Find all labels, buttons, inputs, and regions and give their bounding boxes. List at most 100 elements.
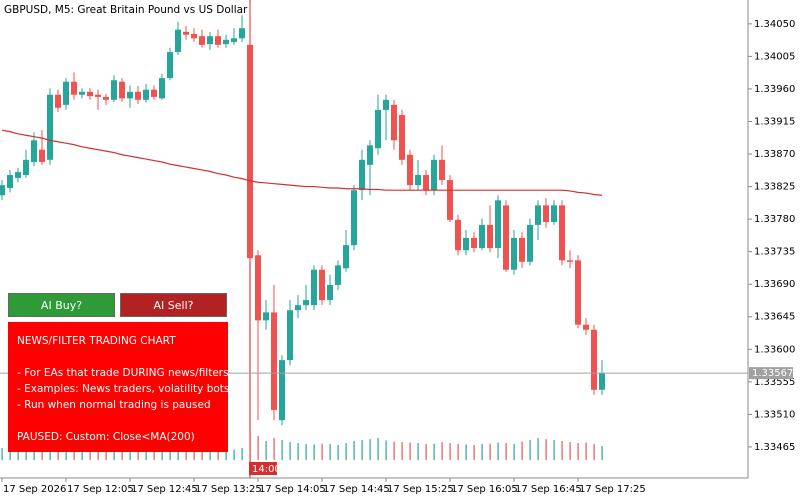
volume-bar — [305, 444, 307, 460]
candle-body — [295, 305, 301, 311]
y-tick-label: 1.34005 — [754, 51, 795, 62]
candle-body — [191, 33, 197, 39]
candle-body — [343, 245, 349, 269]
volume-bar — [113, 449, 115, 460]
candle-body — [287, 310, 293, 361]
candle-body — [263, 312, 269, 321]
y-tick-label: 1.33825 — [754, 182, 795, 193]
candle-body — [303, 300, 309, 306]
candle-body — [215, 36, 221, 45]
volume-bar — [129, 449, 131, 460]
candle-body — [63, 81, 69, 105]
volume-bar — [377, 438, 379, 460]
y-tick-label: 1.33735 — [754, 247, 795, 258]
volume-bar — [233, 449, 235, 460]
chart-title: GBPUSD, M5: Great Britain Pound vs US Do… — [4, 4, 248, 16]
volume-bar — [505, 443, 507, 460]
candle-body — [55, 94, 61, 108]
volume-bar — [193, 449, 195, 460]
candle-body — [127, 91, 133, 99]
candle-body — [151, 89, 157, 97]
candle-body — [583, 324, 589, 330]
x-tick-label: 17 Sep 17:25 — [579, 484, 646, 495]
candle-body — [23, 159, 29, 176]
candle-body — [375, 109, 381, 149]
candle-body — [279, 360, 285, 421]
candle-body — [559, 205, 565, 261]
candle-body — [79, 91, 85, 95]
volume-bar — [177, 447, 179, 460]
volume-bar — [425, 444, 427, 460]
volume-bar — [537, 438, 539, 460]
volume-bar — [169, 447, 171, 460]
y-tick-label: 1.33915 — [754, 116, 795, 127]
candle-body — [399, 114, 405, 160]
ai-sell-button[interactable]: AI Sell? — [120, 293, 227, 317]
volume-bar — [553, 440, 555, 460]
x-tick-label: 17 Sep 13:25 — [195, 484, 262, 495]
candle-body — [511, 237, 517, 270]
candle-body — [207, 36, 213, 45]
volume-bar — [337, 445, 339, 460]
volume-bar — [433, 443, 435, 460]
volume-bar — [473, 445, 475, 460]
panel-status: PAUSED: Custom: Close<MA(200) — [17, 431, 195, 443]
volume-bar — [481, 444, 483, 460]
volume-bar — [545, 439, 547, 460]
candle-body — [175, 29, 181, 53]
volume-bar — [449, 443, 451, 460]
volume-bar — [497, 442, 499, 460]
candle-body — [599, 373, 605, 390]
candle-body — [383, 99, 389, 110]
volume-bar — [465, 444, 467, 460]
candle-body — [15, 172, 21, 178]
ai-buy-button[interactable]: AI Buy? — [8, 293, 115, 317]
volume-bar — [209, 450, 211, 460]
candle-body — [423, 175, 429, 191]
candle-body — [71, 81, 77, 95]
candle-body — [335, 265, 341, 285]
x-tick-label: 17 Sep 16:05 — [451, 484, 518, 495]
y-tick-label: 1.33870 — [754, 149, 795, 160]
panel-heading: NEWS/FILTER TRADING CHART — [17, 335, 176, 347]
candle-body — [495, 200, 501, 249]
y-tick-label: 1.33645 — [754, 312, 795, 323]
volume-bar — [17, 450, 19, 460]
candle-body — [311, 269, 317, 306]
volume-bar — [185, 449, 187, 460]
candle-body — [255, 255, 261, 321]
volume-bar — [561, 441, 563, 460]
candle-body — [111, 80, 117, 100]
candle-body — [167, 52, 173, 79]
candle-body — [327, 284, 333, 301]
volume-bar — [201, 450, 203, 460]
x-tick-label: 17 Sep 12:05 — [67, 484, 134, 495]
x-tick-label: 17 Sep 14:05 — [259, 484, 326, 495]
candle-body — [7, 175, 13, 189]
candle-body — [447, 180, 453, 220]
volume-bar — [65, 449, 67, 460]
volume-bar — [105, 450, 107, 460]
y-tick-label: 1.33960 — [754, 84, 795, 95]
candle-body — [479, 224, 485, 249]
volume-bar — [249, 434, 251, 460]
x-tick-label: 17 Sep 16:45 — [515, 484, 582, 495]
info-panel: NEWS/FILTER TRADING CHART - For EAs that… — [8, 322, 229, 452]
volume-bar — [41, 448, 43, 460]
candle-body — [535, 205, 541, 225]
candle-body — [95, 94, 101, 97]
candle-body — [247, 44, 253, 259]
volume-bar — [529, 440, 531, 460]
volume-bar — [49, 446, 51, 460]
current-price-label: 1.33567 — [752, 368, 793, 379]
volume-bar — [289, 442, 291, 460]
candle-body — [231, 38, 237, 42]
candle-body — [407, 154, 413, 186]
volume-bar — [89, 449, 91, 460]
volume-bar — [145, 449, 147, 460]
volume-bar — [161, 448, 163, 460]
volume-bar — [73, 450, 75, 460]
candle-body — [319, 269, 325, 301]
candle-body — [567, 260, 573, 262]
